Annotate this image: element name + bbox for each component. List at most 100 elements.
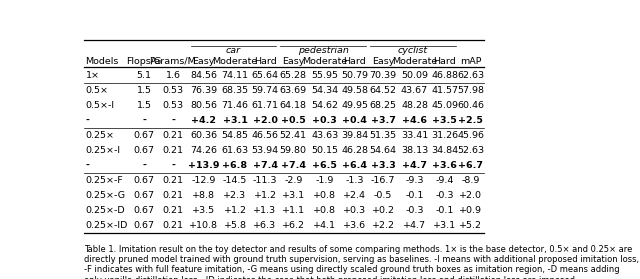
Text: Hard: Hard [433, 57, 456, 66]
Text: 0.25×-ID: 0.25×-ID [86, 221, 128, 230]
Text: 55.95: 55.95 [311, 71, 339, 80]
Text: +0.3: +0.3 [343, 206, 366, 215]
Text: Moderate: Moderate [392, 57, 437, 66]
Text: Hard: Hard [344, 57, 366, 66]
Text: 48.28: 48.28 [401, 101, 428, 110]
Text: -1.3: -1.3 [346, 176, 364, 185]
Text: +13.9: +13.9 [188, 161, 220, 170]
Text: 53.94: 53.94 [252, 146, 278, 155]
Text: 68.25: 68.25 [369, 101, 397, 110]
Text: -12.9: -12.9 [191, 176, 216, 185]
Text: -9.3: -9.3 [405, 176, 424, 185]
Text: 39.84: 39.84 [341, 131, 369, 140]
Text: -0.1: -0.1 [405, 191, 424, 200]
Text: +10.8: +10.8 [189, 221, 218, 230]
Text: 0.67: 0.67 [134, 131, 154, 140]
Text: 38.13: 38.13 [401, 146, 428, 155]
Text: 0.21: 0.21 [163, 221, 184, 230]
Text: 68.35: 68.35 [221, 86, 248, 95]
Text: +3.7: +3.7 [371, 116, 396, 125]
Text: 51.35: 51.35 [369, 131, 397, 140]
Text: 50.09: 50.09 [401, 71, 428, 80]
Text: 60.46: 60.46 [458, 101, 484, 110]
Text: Easy: Easy [192, 57, 214, 66]
Text: 54.85: 54.85 [221, 131, 248, 140]
Text: -0.5: -0.5 [374, 191, 392, 200]
Text: -9.4: -9.4 [435, 176, 454, 185]
Text: Models: Models [86, 57, 119, 66]
Text: 50.15: 50.15 [311, 146, 339, 155]
Text: 0.67: 0.67 [134, 221, 154, 230]
Text: 0.67: 0.67 [134, 176, 154, 185]
Text: +2.4: +2.4 [343, 191, 366, 200]
Text: 49.95: 49.95 [341, 101, 368, 110]
Text: 62.63: 62.63 [458, 71, 484, 80]
Text: 0.5×: 0.5× [86, 86, 108, 95]
Text: 61.71: 61.71 [252, 101, 278, 110]
Text: 0.67: 0.67 [134, 146, 154, 155]
Text: 63.69: 63.69 [280, 86, 307, 95]
Text: 43.63: 43.63 [311, 131, 339, 140]
Text: +3.5: +3.5 [192, 206, 215, 215]
Text: 45.09: 45.09 [431, 101, 458, 110]
Text: 70.39: 70.39 [369, 71, 397, 80]
Text: 46.88: 46.88 [431, 71, 458, 80]
Text: 60.36: 60.36 [190, 131, 217, 140]
Text: +3.6: +3.6 [343, 221, 366, 230]
Text: 0.67: 0.67 [134, 191, 154, 200]
Text: +5.2: +5.2 [460, 221, 483, 230]
Text: +1.2: +1.2 [223, 206, 246, 215]
Text: 76.39: 76.39 [190, 86, 217, 95]
Text: 0.25×-I: 0.25×-I [86, 146, 120, 155]
Text: -0.3: -0.3 [435, 191, 454, 200]
Text: -11.3: -11.3 [253, 176, 277, 185]
Text: +6.5: +6.5 [312, 161, 337, 170]
Text: 0.25×: 0.25× [86, 131, 115, 140]
Text: 1×: 1× [86, 71, 99, 80]
Text: 43.67: 43.67 [401, 86, 428, 95]
Text: 41.57: 41.57 [431, 86, 458, 95]
Text: +1.3: +1.3 [253, 206, 276, 215]
Text: 57.98: 57.98 [458, 86, 484, 95]
Text: 31.26: 31.26 [431, 131, 458, 140]
Text: +3.3: +3.3 [371, 161, 396, 170]
Text: 50.79: 50.79 [341, 71, 368, 80]
Text: Moderate: Moderate [302, 57, 348, 66]
Text: -14.5: -14.5 [223, 176, 247, 185]
Text: +0.2: +0.2 [372, 206, 394, 215]
Text: +4.1: +4.1 [313, 221, 336, 230]
Text: +3.1: +3.1 [223, 116, 248, 125]
Text: +4.7: +4.7 [403, 221, 426, 230]
Text: +0.8: +0.8 [313, 206, 336, 215]
Text: -: - [142, 116, 146, 125]
Text: 0.21: 0.21 [163, 191, 184, 200]
Text: 0.67: 0.67 [134, 206, 154, 215]
Text: 46.56: 46.56 [252, 131, 278, 140]
Text: +1.2: +1.2 [253, 191, 276, 200]
Text: 52.63: 52.63 [458, 146, 484, 155]
Text: 1.6: 1.6 [166, 71, 180, 80]
Text: -: - [171, 116, 175, 125]
Text: 84.56: 84.56 [190, 71, 217, 80]
Text: 59.74: 59.74 [252, 86, 278, 95]
Text: +2.5: +2.5 [458, 116, 483, 125]
Text: -: - [171, 161, 175, 170]
Text: +3.6: +3.6 [432, 161, 457, 170]
Text: 54.34: 54.34 [311, 86, 339, 95]
Text: -: - [86, 161, 90, 170]
Text: +0.3: +0.3 [312, 116, 337, 125]
Text: 54.62: 54.62 [311, 101, 339, 110]
Text: +6.3: +6.3 [253, 221, 276, 230]
Text: 49.58: 49.58 [341, 86, 368, 95]
Text: 54.64: 54.64 [369, 146, 397, 155]
Text: -0.3: -0.3 [405, 206, 424, 215]
Text: +0.4: +0.4 [342, 116, 367, 125]
Text: 1.5: 1.5 [136, 101, 152, 110]
Text: +2.0: +2.0 [460, 191, 483, 200]
Text: +6.7: +6.7 [458, 161, 483, 170]
Text: -8.9: -8.9 [461, 176, 480, 185]
Text: +6.2: +6.2 [282, 221, 305, 230]
Text: +0.5: +0.5 [281, 116, 306, 125]
Text: cyclist: cyclist [398, 46, 428, 55]
Text: 59.80: 59.80 [280, 146, 307, 155]
